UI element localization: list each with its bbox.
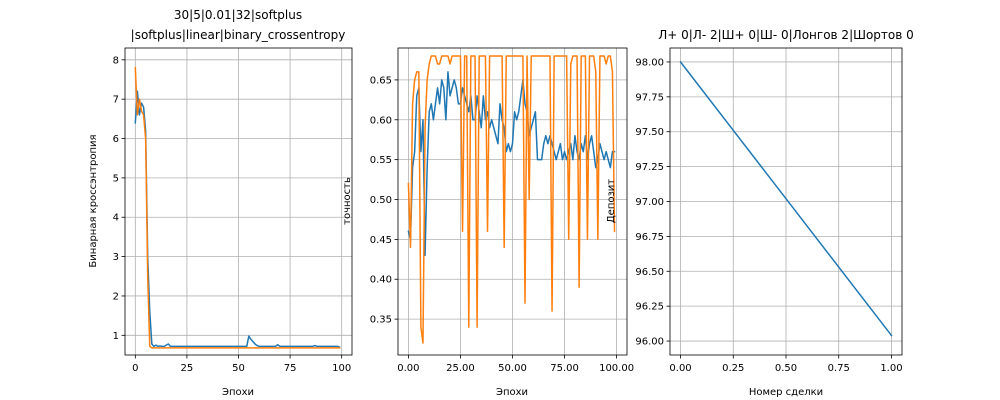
- accuracy-y-axis-label: точность: [342, 177, 353, 225]
- loss-x-tick-label: 50: [232, 363, 245, 374]
- accuracy-x-axis-label: Эпохи: [496, 387, 528, 398]
- loss-grid: [125, 48, 352, 355]
- deposit-series: [679, 60, 893, 337]
- deposit-x-tick-label: 0.00: [669, 363, 691, 374]
- accuracy-y-tick-label: 0.65: [370, 75, 392, 86]
- deposit-title: Л+ 0|Л- 2|Ш+ 0|Ш- 0|Лонгов 2|Шортов 0: [658, 28, 914, 42]
- accuracy-x-tick-label: 100.00: [599, 363, 634, 374]
- loss-y-axis-label: Бинарная кроссэнтропия: [88, 134, 99, 267]
- accuracy-y-tick-label: 0.60: [370, 115, 392, 126]
- accuracy-y-tick-label: 0.55: [370, 155, 392, 166]
- loss-subplot: 0 25 50 75 100 1 2 3 4 5 6 7 8 30|5|0.01|32|softplus…: [88, 8, 353, 398]
- deposit-ticks: 0.00 0.25 0.50 0.75 1.00 96.00 96.25 96.50 96.75…: [635, 57, 902, 374]
- loss-y-tick-label: 2: [113, 291, 119, 302]
- deposit-x-tick-label: 0.25: [722, 363, 744, 374]
- accuracy-series-line-2: [407, 55, 616, 344]
- accuracy-subplot: 0.00 25.00 50.00 75.00 100.00 0.35 0.40 0.45 0.5…: [342, 47, 634, 398]
- deposit-y-tick-label: 98.00: [635, 57, 664, 68]
- accuracy-ticks: 0.00 25.00 50.00 75.00 100.00 0.35 0.40 0.45 0.5…: [370, 75, 634, 374]
- deposit-y-axis-label: Депозит: [606, 179, 617, 223]
- loss-y-tick-label: 1: [113, 331, 119, 342]
- deposit-y-tick-label: 97.00: [635, 197, 664, 208]
- accuracy-x-tick-label: 25.00: [446, 363, 475, 374]
- accuracy-series: [407, 55, 616, 344]
- loss-y-tick-label: 5: [113, 173, 119, 184]
- loss-x-axis-label: Эпохи: [222, 387, 254, 398]
- deposit-x-tick-label: 1.00: [880, 363, 902, 374]
- deposit-subplot: 0.00 0.25 0.50 0.75 1.00 96.00 96.25 96.50 96.75…: [606, 28, 914, 398]
- accuracy-x-tick-label: 75.00: [550, 363, 579, 374]
- loss-y-tick-label: 7: [113, 95, 119, 106]
- loss-x-tick-label: 0: [132, 363, 138, 374]
- accuracy-x-tick-label: 50.00: [498, 363, 527, 374]
- deposit-x-tick-label: 0.75: [828, 363, 850, 374]
- loss-y-tick-label: 8: [113, 55, 119, 66]
- deposit-y-tick-label: 97.50: [635, 127, 664, 138]
- loss-x-tick-label: 100: [332, 363, 351, 374]
- loss-series-line-1: [134, 90, 341, 349]
- deposit-y-tick-label: 96.50: [635, 267, 664, 278]
- deposit-y-tick-label: 96.25: [635, 302, 664, 313]
- loss-y-tick-label: 6: [113, 134, 119, 145]
- deposit-series-line-1: [679, 60, 893, 337]
- loss-title-line-2: |softplus|linear|binary_crossentropy: [131, 28, 346, 42]
- loss-y-tick-label: 4: [113, 213, 119, 224]
- loss-x-tick-label: 75: [284, 363, 297, 374]
- deposit-y-tick-label: 97.25: [635, 162, 664, 173]
- loss-series-line-2: [134, 66, 341, 349]
- deposit-y-tick-label: 96.00: [635, 337, 664, 348]
- deposit-y-tick-label: 97.75: [635, 92, 664, 103]
- loss-ticks: 0 25 50 75 100 1 2 3 4 5 6 7 8: [113, 55, 352, 374]
- loss-x-tick-label: 25: [181, 363, 194, 374]
- accuracy-y-tick-label: 0.50: [370, 195, 392, 206]
- loss-series: [134, 66, 341, 349]
- deposit-x-tick-label: 0.50: [775, 363, 797, 374]
- accuracy-y-tick-label: 0.40: [370, 275, 392, 286]
- deposit-x-axis-label: Номер сделки: [749, 387, 823, 398]
- deposit-grid: [670, 48, 902, 355]
- accuracy-y-tick-label: 0.45: [370, 235, 392, 246]
- loss-title-line-1: 30|5|0.01|32|softplus: [174, 8, 302, 22]
- accuracy-y-tick-label: 0.35: [370, 315, 392, 326]
- accuracy-x-tick-label: 0.00: [397, 363, 419, 374]
- deposit-y-tick-label: 96.75: [635, 232, 664, 243]
- loss-y-tick-label: 3: [113, 252, 119, 263]
